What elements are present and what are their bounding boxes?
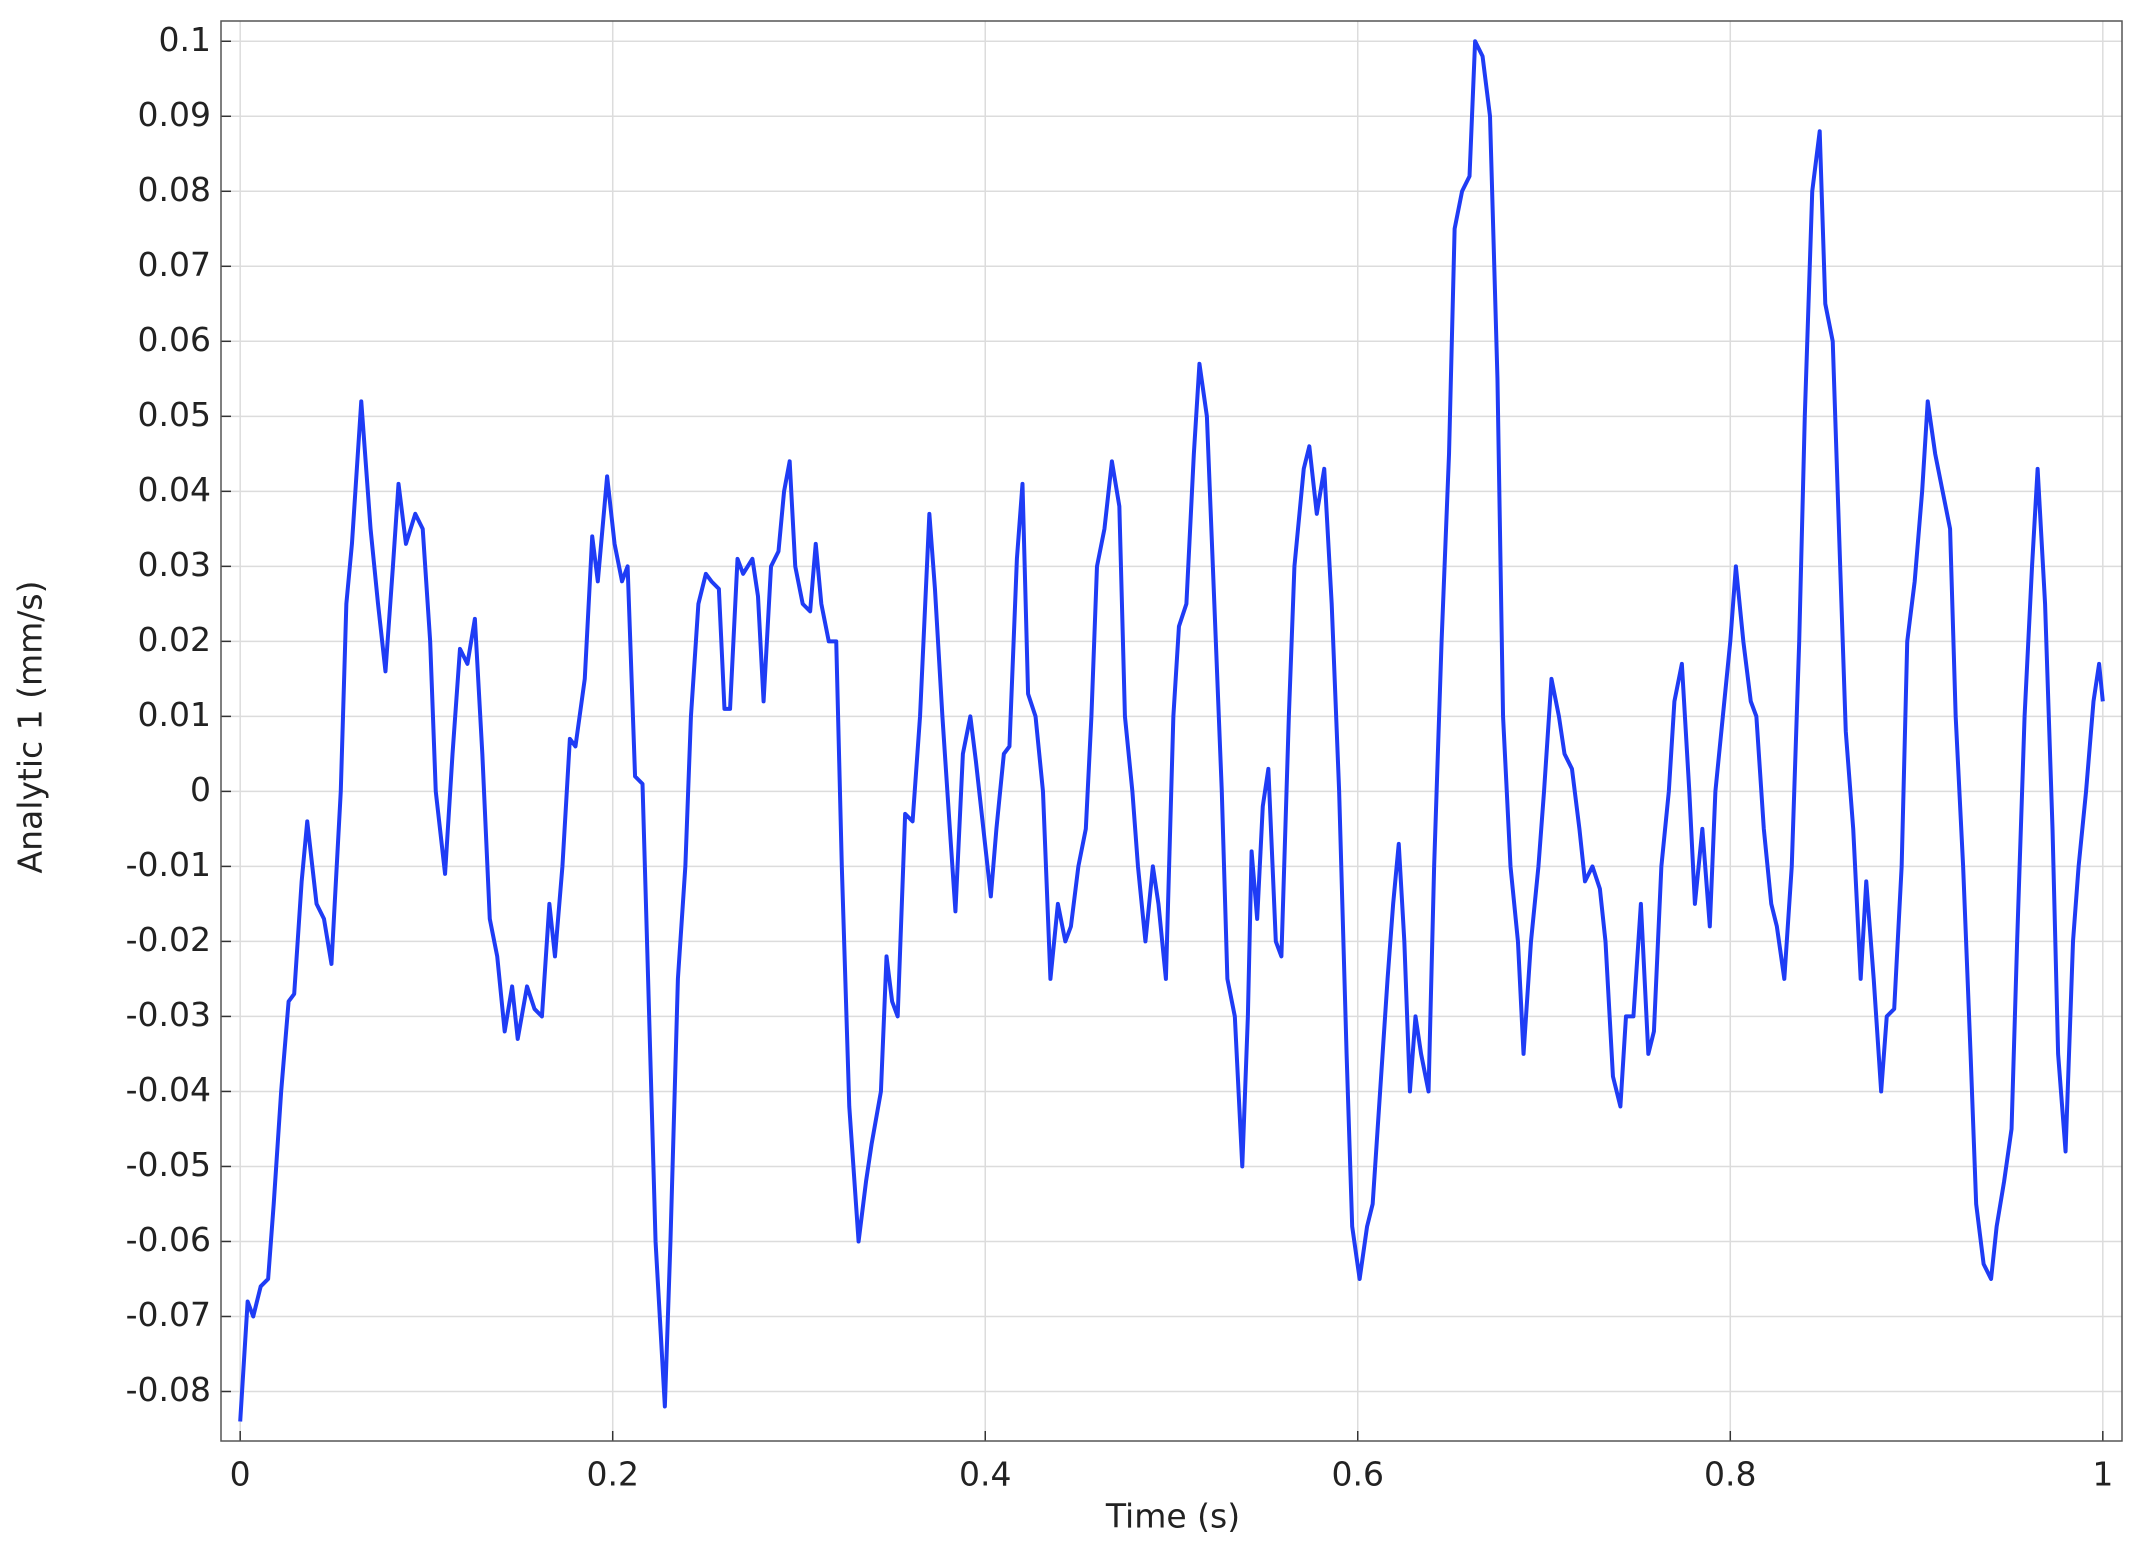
data-line <box>238 39 2105 1422</box>
y-tick-label: -0.05 <box>126 1145 211 1184</box>
y-tick-label: 0.07 <box>138 245 211 284</box>
x-tick-label: 0.6 <box>1332 1455 1384 1494</box>
y-tick-label: -0.02 <box>126 920 211 959</box>
x-tick-label: 0.4 <box>959 1455 1011 1494</box>
y-tick-label: 0.02 <box>138 620 211 659</box>
y-tick-label: -0.03 <box>126 995 211 1034</box>
y-tick-label: 0.05 <box>138 395 211 434</box>
y-tick-label: 0.03 <box>138 545 211 584</box>
x-tick-label: 0.2 <box>586 1455 638 1494</box>
y-tick-label: -0.04 <box>126 1070 211 1109</box>
y-tick-label: 0.1 <box>159 20 211 59</box>
x-axis-label: Time (s) <box>1105 1497 1240 1536</box>
x-tick-label: 0 <box>230 1455 251 1494</box>
x-tick-label: 1 <box>2092 1455 2113 1494</box>
y-tick-label: 0.08 <box>138 170 211 209</box>
y-tick-label: 0 <box>190 770 211 809</box>
y-tick-label: 0.04 <box>138 470 211 509</box>
x-tick-label: 0.8 <box>1704 1455 1756 1494</box>
y-tick-label: -0.06 <box>126 1220 211 1259</box>
y-tick-label: 0.06 <box>138 320 211 359</box>
y-tick-label: 0.01 <box>138 695 211 734</box>
y-tick-label: -0.07 <box>126 1295 211 1334</box>
y-tick-label: 0.09 <box>138 95 211 134</box>
y-tick-label: -0.08 <box>126 1370 211 1409</box>
y-tick-label: -0.01 <box>126 845 211 884</box>
y-axis-label: Analytic 1 (mm/s) <box>11 581 50 874</box>
plot-frame <box>220 20 2123 1442</box>
